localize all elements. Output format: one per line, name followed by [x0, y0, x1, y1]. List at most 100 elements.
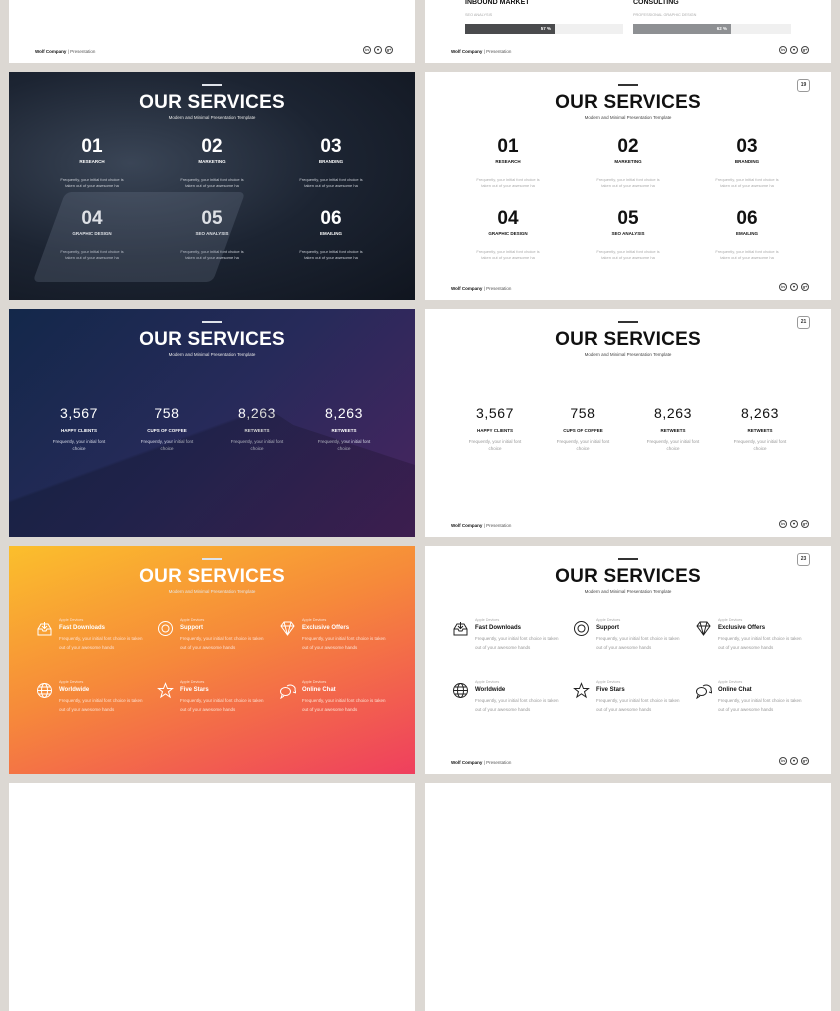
service-label: EMAILING	[736, 231, 758, 236]
slide-title: OUR SERVICES	[139, 566, 285, 587]
service-item: 05 SEO ANALYSIS Frequently, your initial f…	[157, 208, 267, 261]
slide-title: OUR SERVICES	[139, 329, 285, 350]
feature-title: Fast Downloads	[59, 625, 106, 631]
feature-desc: Frequently, your initial font choice is …	[59, 698, 143, 712]
feature-item: Apple Devices Support Frequently, your ini…	[157, 618, 277, 652]
slide-features-light[interactable]: OUR SERVICES Modern and Minimal Presentat…	[425, 546, 831, 774]
feature-desc: Frequently, your initial font choice is …	[718, 636, 802, 650]
stat-label: CUPS OF COFFEE	[563, 428, 603, 433]
slide-skills-progress[interactable]: INBOUND MARKET SEO ANALYSIS 57 % CONSULTING…	[425, 0, 831, 63]
service-desc: Frequently, your initial font choice is …	[596, 249, 660, 260]
linkedin-icon[interactable]: in	[779, 757, 787, 765]
slide-title: OUR SERVICES	[139, 92, 285, 113]
vimeo-icon[interactable]: ♥	[790, 520, 798, 528]
service-item: 03 BRANDING Frequently, your initial font …	[276, 136, 386, 189]
service-desc: Frequently, your initial font choice is …	[180, 249, 244, 260]
title-divider	[618, 321, 638, 323]
stat-item: 3,567 HAPPY CLIENTS Frequently, your initi…	[450, 405, 540, 452]
service-desc: Frequently, your initial font choice is …	[476, 249, 540, 260]
service-item: 06 EMAILING Frequently, your initial font …	[692, 208, 802, 261]
stat-label: RETWEETS	[747, 428, 773, 433]
star-icon	[573, 682, 590, 699]
title-divider	[618, 558, 638, 560]
service-item: 04 GRAPHIC DESIGN Frequently, your initial…	[453, 208, 563, 261]
feature-desc: Frequently, your initial font choice is …	[718, 698, 802, 712]
stat-item: 8,263 RETWEETS Frequently, your initial fo…	[212, 405, 302, 452]
service-desc: Frequently, your initial font choice is …	[299, 177, 363, 188]
feature-caption: Apple Devices	[180, 680, 205, 684]
linkedin-icon[interactable]: in	[779, 520, 787, 528]
feature-caption: Apple Devices	[180, 618, 205, 622]
footer-label: Presentation	[486, 760, 512, 765]
service-number: 06	[320, 208, 342, 229]
feature-title: Five Stars	[596, 687, 625, 693]
slide-stats-dark[interactable]: OUR SERVICES Modern and Minimal Presentat…	[9, 309, 415, 537]
stat-desc: Frequently, your initial font choice	[317, 439, 371, 451]
google-plus-icon[interactable]: g+	[801, 283, 809, 291]
service-item: 03 BRANDING Frequently, your initial font …	[692, 136, 802, 189]
inbox-download-icon	[37, 622, 52, 636]
stat-item: 758 CUPS OF COFFEE Frequently, your initia…	[538, 405, 628, 452]
separator: |	[482, 523, 487, 528]
slide-partial-top-left[interactable]: Wolf Company | Presentation in ♥ g+	[9, 0, 415, 63]
inbox-download-icon	[453, 622, 468, 636]
stat-label: RETWEETS	[244, 428, 270, 433]
slide-services-dark[interactable]: OUR SERVICES Modern and Minimal Presentat…	[9, 72, 415, 300]
feature-title: Online Chat	[302, 687, 336, 693]
google-plus-icon[interactable]: g+	[801, 520, 809, 528]
stat-label: CUPS OF COFFEE	[147, 428, 187, 433]
progress-bar: 57 %	[465, 24, 623, 34]
feature-item: Apple Devices Worldwide Frequently, your i…	[452, 680, 572, 714]
separator: |	[66, 49, 71, 54]
google-plus-icon[interactable]: g+	[385, 46, 393, 54]
stat-desc: Frequently, your initial font choice	[140, 439, 194, 451]
slide-services-light[interactable]: OUR SERVICES Modern and Minimal Presentat…	[425, 72, 831, 300]
slide-title: OUR SERVICES	[555, 329, 701, 350]
footer-brand: Wolf Company | Presentation	[451, 49, 511, 54]
service-item: 06 EMAILING Frequently, your initial font …	[276, 208, 386, 261]
feature-caption: Apple Devices	[718, 618, 743, 622]
vimeo-icon[interactable]: ♥	[790, 283, 798, 291]
chat-bubbles-icon	[280, 684, 296, 699]
vimeo-icon[interactable]: ♥	[374, 46, 382, 54]
social-links: in ♥ g+	[779, 520, 809, 528]
google-plus-icon[interactable]: g+	[801, 46, 809, 54]
service-desc: Frequently, your initial font choice is …	[299, 249, 363, 260]
linkedin-icon[interactable]: in	[779, 283, 787, 291]
feature-caption: Apple Devices	[718, 680, 743, 684]
service-number: 02	[617, 136, 639, 157]
service-label: SEO ANALYSIS	[611, 231, 645, 236]
linkedin-icon[interactable]: in	[779, 46, 787, 54]
social-links: in ♥ g+	[779, 757, 809, 765]
title-divider	[202, 321, 222, 323]
footer-brand: Wolf Company | Presentation	[451, 286, 511, 291]
vimeo-icon[interactable]: ♥	[790, 757, 798, 765]
stat-label: HAPPY CLIENTS	[477, 428, 513, 433]
service-item: 02 MARKETING Frequently, your initial font…	[157, 136, 267, 189]
feature-title: Five Stars	[180, 687, 209, 693]
slide-subtitle: Modern and Minimal Presentation Template	[584, 352, 672, 357]
slide-partial-bottom-right[interactable]	[425, 783, 831, 1011]
service-number: 01	[81, 136, 103, 157]
service-number: 04	[497, 208, 519, 229]
company-name: Wolf Company	[451, 49, 483, 54]
linkedin-icon[interactable]: in	[363, 46, 371, 54]
feature-item: Apple Devices Online Chat Frequently, your…	[279, 680, 399, 714]
slide-stats-light[interactable]: OUR SERVICES Modern and Minimal Presentat…	[425, 309, 831, 537]
progress-subtitle: SEO ANALYSIS	[465, 13, 493, 17]
lifebuoy-icon	[574, 621, 589, 636]
google-plus-icon[interactable]: g+	[801, 757, 809, 765]
service-desc: Frequently, your initial font choice is …	[596, 177, 660, 188]
feature-desc: Frequently, your initial font choice is …	[180, 636, 264, 650]
separator: |	[482, 760, 487, 765]
service-label: GRAPHIC DESIGN	[488, 231, 528, 236]
service-number: 03	[736, 136, 758, 157]
feature-caption: Apple Devices	[59, 680, 84, 684]
diamond-icon	[280, 621, 295, 636]
slide-features-orange[interactable]: OUR SERVICES Modern and Minimal Presentat…	[9, 546, 415, 774]
slide-subtitle: Modern and Minimal Presentation Template	[584, 589, 672, 594]
footer-brand: Wolf Company | Presentation	[35, 49, 95, 54]
vimeo-icon[interactable]: ♥	[790, 46, 798, 54]
stat-number: 8,263	[740, 405, 780, 421]
slide-partial-bottom-left[interactable]	[9, 783, 415, 1011]
